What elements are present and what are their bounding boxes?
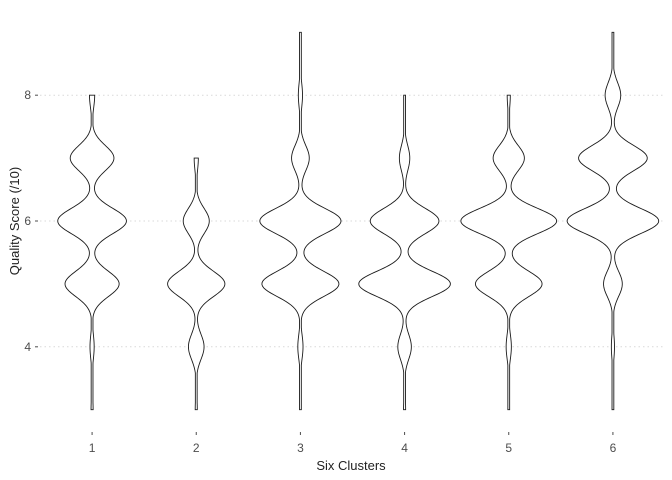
violins [57, 31, 660, 411]
y-tick-label-6: 6 [24, 214, 31, 228]
x-tick-label-2: 2 [193, 441, 200, 455]
violin-cluster-5 [460, 94, 558, 411]
x-tick-label-6: 6 [610, 441, 617, 455]
violin-cluster-6 [566, 31, 660, 411]
gridlines [40, 94, 665, 348]
violin-cluster-2 [167, 157, 226, 411]
x-axis-title: Six Clusters [316, 458, 386, 473]
y-axis: 4 6 8 [24, 88, 38, 354]
x-tick-label-3: 3 [297, 441, 304, 455]
violin-cluster-4 [358, 94, 451, 411]
x-tick-label-5: 5 [505, 441, 512, 455]
y-tick-label-8: 8 [24, 88, 31, 102]
violin-cluster-1 [57, 94, 127, 411]
x-tick-label-4: 4 [401, 441, 408, 455]
violin-cluster-3 [259, 31, 342, 411]
x-axis: 1 2 3 4 5 6 [89, 432, 617, 455]
x-tick-label-1: 1 [89, 441, 96, 455]
y-tick-label-4: 4 [24, 340, 31, 354]
y-axis-title: Quality Score (/10) [7, 167, 22, 275]
